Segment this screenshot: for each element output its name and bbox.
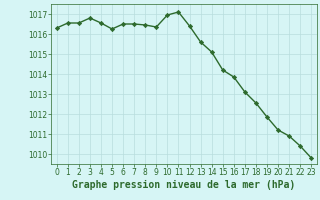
X-axis label: Graphe pression niveau de la mer (hPa): Graphe pression niveau de la mer (hPa) — [72, 180, 296, 190]
